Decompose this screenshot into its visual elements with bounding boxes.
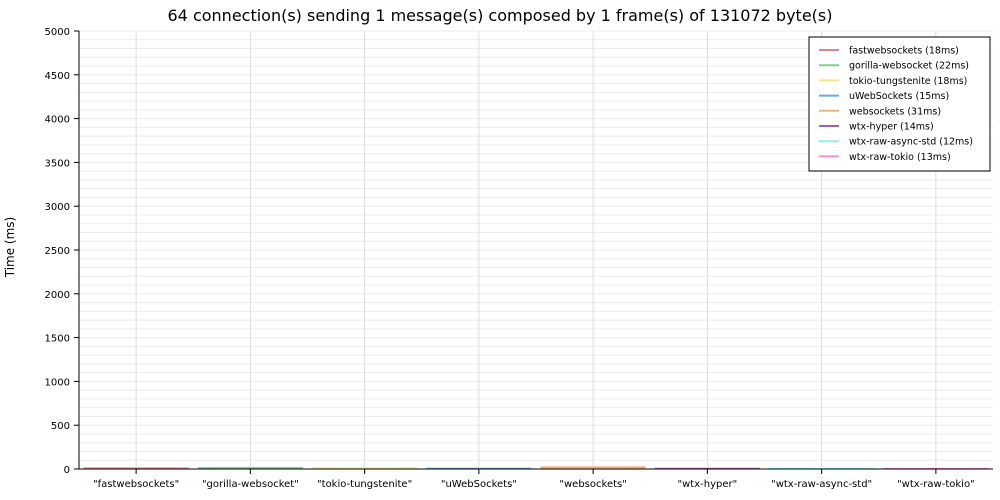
y-tick-label: 500 — [51, 421, 70, 432]
y-tick-label: 3000 — [45, 202, 70, 213]
y-tick-label: 1500 — [45, 334, 70, 345]
legend-label: wtx-hyper (14ms) — [849, 122, 934, 133]
chart-title: 64 connection(s) sending 1 message(s) co… — [167, 6, 833, 25]
bar — [83, 467, 189, 469]
x-tick-label: "websockets" — [559, 479, 626, 490]
bar — [312, 467, 418, 469]
x-tick-label: "uWebSockets" — [441, 479, 517, 490]
legend-box — [808, 36, 991, 172]
legend-label: fastwebsockets (18ms) — [849, 46, 959, 57]
y-tick-label: 0 — [64, 465, 70, 476]
x-tick-label: "wtx-hyper" — [678, 479, 738, 490]
x-tick-label: "wtx-raw-tokio" — [897, 479, 975, 490]
x-tick-label: "gorilla-websocket" — [202, 479, 299, 490]
y-tick-label: 4500 — [45, 71, 70, 82]
bar — [769, 467, 875, 469]
y-tick-label: 4000 — [45, 115, 70, 126]
y-tick-label: 5000 — [45, 27, 70, 38]
bar — [654, 467, 760, 469]
bar — [197, 467, 303, 469]
legend-label: wtx-raw-async-std (12ms) — [849, 137, 973, 148]
legend-label: websockets (31ms) — [849, 106, 941, 117]
x-tick-label: "tokio-tungstenite" — [317, 479, 412, 490]
y-tick-label: 1000 — [45, 377, 70, 388]
legend-label: uWebSockets (15ms) — [849, 91, 949, 102]
legend-label: tokio-tungstenite (18ms) — [849, 76, 967, 87]
y-tick-label: 2500 — [45, 246, 70, 257]
legend-label: wtx-raw-tokio (13ms) — [849, 152, 951, 163]
bar — [540, 466, 646, 469]
bar — [426, 467, 532, 469]
y-tick-label: 3500 — [45, 158, 70, 169]
bar — [883, 467, 989, 469]
legend-label: gorilla-websocket (22ms) — [849, 61, 969, 72]
x-tick-label: "wtx-raw-async-std" — [771, 479, 872, 490]
y-tick-label: 2000 — [45, 290, 70, 301]
x-tick-label: "fastwebsockets" — [93, 479, 179, 490]
